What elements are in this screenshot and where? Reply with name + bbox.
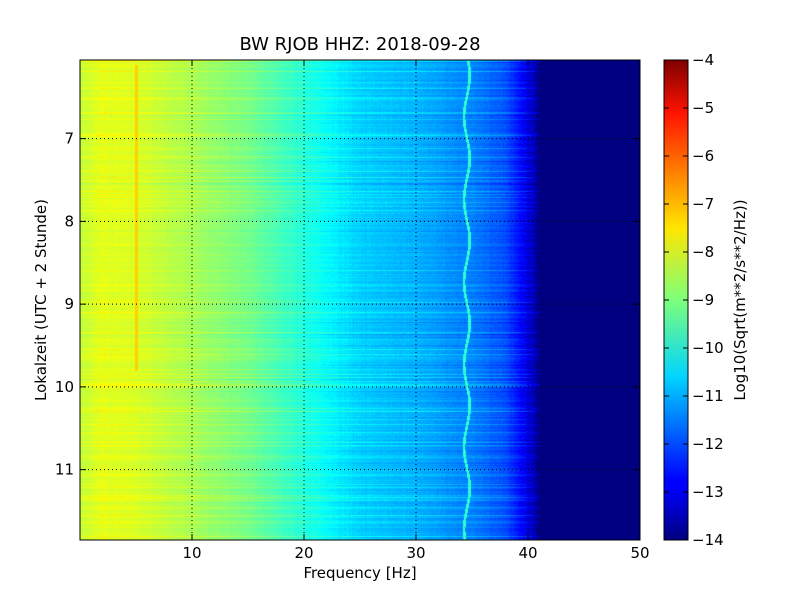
y-tick-label: 11 [55, 461, 74, 479]
y-tick-label: 9 [64, 295, 74, 313]
x-axis-ticks: 10 20 30 40 50 [182, 60, 650, 562]
chart-title: BW RJOB HHZ: 2018-09-28 [239, 34, 480, 55]
colorbar-tick-label: −10 [692, 339, 724, 357]
colorbar-tick-label: −12 [692, 435, 724, 453]
colorbar-tick-label: −6 [692, 147, 714, 165]
x-tick-label: 30 [406, 544, 425, 562]
x-tick-label: 40 [518, 544, 537, 562]
colorbar-tick-label: −8 [692, 243, 714, 261]
x-tick-label: 10 [182, 544, 201, 562]
x-tick-label: 20 [294, 544, 313, 562]
y-axis-ticks: 7 8 9 10 11 [55, 130, 640, 479]
colorbar-tick-label: −14 [692, 531, 724, 549]
colorbar-ticks: −4 −5 −6 −7 −8 −9 −10 −11 −12 −13 −14 [664, 51, 724, 549]
colorbar-tick-label: −9 [692, 291, 714, 309]
colorbar-tick-label: −5 [692, 99, 714, 117]
grid-lines [80, 60, 640, 540]
x-tick-label: 50 [630, 544, 649, 562]
plot-area: 10 20 30 40 50 7 8 9 10 11 [55, 59, 650, 562]
y-tick-label: 7 [64, 130, 74, 148]
colorbar-tick-label: −7 [692, 195, 714, 213]
colorbar-label: Log10(Sqrt(m**2/s**2/Hz)) [731, 199, 749, 400]
colorbar-tick-label: −11 [692, 387, 724, 405]
y-tick-label: 10 [55, 378, 74, 396]
colorbar: −4 −5 −6 −7 −8 −9 −10 −11 −12 −13 −14 Log10(Sqrt(m… [663, 51, 749, 549]
spectrogram-heatmap [80, 60, 640, 540]
colorbar-tick-label: −4 [692, 51, 714, 69]
y-axis-label: Lokalzeit (UTC + 2 Stunde) [32, 199, 50, 401]
x-axis-label: Frequency [Hz] [303, 564, 416, 582]
plot-frame [79, 59, 641, 541]
colorbar-tick-label: −13 [692, 483, 724, 501]
y-tick-label: 8 [64, 212, 74, 230]
